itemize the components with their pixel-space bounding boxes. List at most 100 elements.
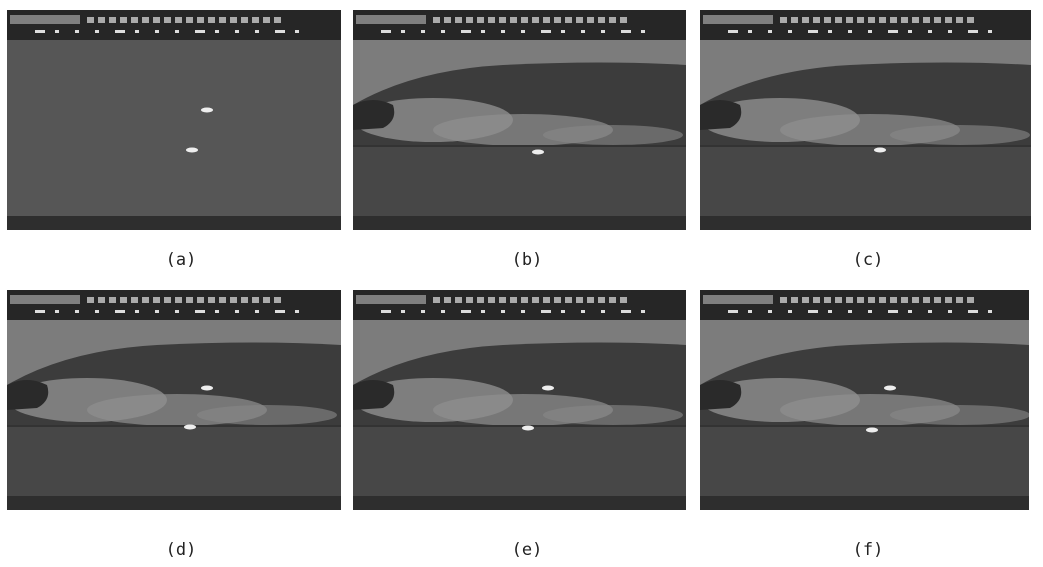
image-detail	[908, 310, 912, 313]
panel-caption: (f)	[852, 540, 884, 560]
image-detail	[934, 297, 941, 303]
image-detail	[219, 297, 226, 303]
image-detail	[274, 17, 281, 23]
image-detail	[542, 385, 554, 391]
image-detail	[235, 310, 239, 313]
image-detail	[353, 216, 686, 230]
image-detail	[55, 30, 59, 33]
image-detail	[791, 297, 798, 303]
image-detail	[186, 17, 193, 23]
image-detail	[828, 310, 832, 313]
image-detail	[521, 17, 528, 23]
image-detail	[433, 17, 440, 23]
image-detail	[7, 290, 341, 320]
image-detail	[201, 385, 213, 391]
image-detail	[748, 30, 752, 33]
image-detail	[703, 15, 773, 24]
image-detail	[353, 290, 686, 320]
image-detail	[813, 17, 820, 23]
image-detail	[488, 17, 495, 23]
image-detail	[7, 216, 341, 230]
image-detail	[441, 310, 445, 313]
image-detail	[131, 297, 138, 303]
image-detail	[923, 297, 930, 303]
image-detail	[857, 297, 864, 303]
image-detail	[912, 297, 919, 303]
image-detail	[728, 310, 738, 313]
image-detail	[186, 147, 198, 153]
image-detail	[164, 17, 171, 23]
image-detail	[7, 380, 49, 410]
image-detail	[142, 297, 149, 303]
image-detail	[543, 125, 683, 145]
image-detail	[115, 30, 125, 33]
image-detail	[444, 17, 451, 23]
image-detail	[728, 30, 738, 33]
image-detail	[598, 17, 605, 23]
image-detail	[621, 30, 631, 33]
image-detail	[866, 427, 878, 433]
image-detail	[87, 297, 94, 303]
image-detail	[791, 17, 798, 23]
image-detail	[499, 297, 506, 303]
image-detail	[700, 10, 1031, 40]
image-detail	[477, 17, 484, 23]
image-detail	[115, 310, 125, 313]
image-detail	[700, 425, 1029, 510]
panel-caption: (d)	[165, 540, 197, 560]
image-detail	[197, 297, 204, 303]
image-detail	[153, 297, 160, 303]
image-detail	[521, 310, 525, 313]
image-detail	[620, 17, 627, 23]
thermal-image	[700, 290, 1029, 510]
image-detail	[609, 297, 616, 303]
image-detail	[466, 297, 473, 303]
image-detail	[828, 30, 832, 33]
image-detail	[381, 310, 391, 313]
image-detail	[95, 30, 99, 33]
image-detail	[215, 30, 219, 33]
image-detail	[835, 17, 842, 23]
thermal-image	[7, 10, 341, 230]
image-detail	[131, 17, 138, 23]
image-detail	[948, 310, 952, 313]
image-detail	[802, 17, 809, 23]
image-detail	[87, 17, 94, 23]
image-detail	[923, 17, 930, 23]
image-detail	[208, 297, 215, 303]
image-detail	[510, 297, 517, 303]
image-detail	[241, 297, 248, 303]
panel-caption: (a)	[165, 250, 197, 270]
image-detail	[541, 30, 551, 33]
image-detail	[824, 17, 831, 23]
image-detail	[55, 310, 59, 313]
image-detail	[175, 17, 182, 23]
image-detail	[35, 310, 45, 313]
image-detail	[295, 30, 299, 33]
image-detail	[543, 17, 550, 23]
image-detail	[601, 30, 605, 33]
image-detail	[576, 297, 583, 303]
image-detail	[846, 297, 853, 303]
panel-caption: (c)	[852, 250, 884, 270]
image-detail	[888, 30, 898, 33]
image-detail	[768, 30, 772, 33]
image-detail	[164, 297, 171, 303]
image-detail	[532, 149, 544, 155]
image-detail	[153, 17, 160, 23]
image-detail	[175, 297, 182, 303]
image-detail	[700, 145, 1031, 230]
image-detail	[510, 17, 517, 23]
image-detail	[541, 310, 551, 313]
image-detail	[477, 297, 484, 303]
image-detail	[581, 30, 585, 33]
image-detail	[967, 297, 974, 303]
image-detail	[988, 310, 992, 313]
image-detail	[561, 310, 565, 313]
thermal-image	[353, 290, 686, 510]
image-detail	[968, 30, 978, 33]
image-detail	[455, 17, 462, 23]
image-detail	[7, 10, 341, 40]
image-detail	[868, 297, 875, 303]
image-detail	[275, 30, 285, 33]
